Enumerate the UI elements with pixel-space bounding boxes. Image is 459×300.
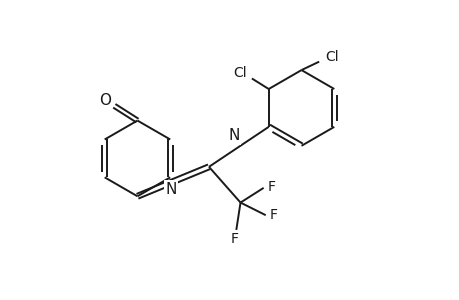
Text: N: N: [228, 128, 239, 143]
Text: O: O: [99, 93, 111, 108]
Text: F: F: [269, 208, 277, 222]
Text: F: F: [267, 180, 274, 194]
Text: Cl: Cl: [324, 50, 338, 64]
Text: F: F: [230, 232, 238, 246]
Text: N: N: [165, 182, 176, 196]
Text: Cl: Cl: [233, 66, 246, 80]
